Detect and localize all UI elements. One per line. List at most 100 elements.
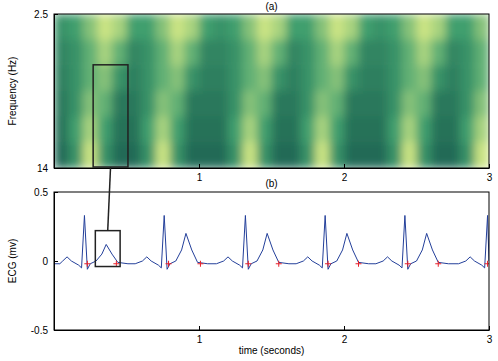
heatmap-cell xyxy=(98,40,113,66)
tick-mark xyxy=(344,326,345,330)
heatmap-cell xyxy=(286,91,301,117)
heatmap-cell xyxy=(373,142,388,168)
heatmap-cell xyxy=(315,142,330,168)
heatmap-cell xyxy=(214,117,229,143)
heatmap-cell xyxy=(170,142,185,168)
heatmap-cell xyxy=(199,65,214,91)
heatmap-cell xyxy=(185,117,200,143)
heatmap-cell xyxy=(127,91,142,117)
heatmap-cell xyxy=(286,14,301,40)
heatmap-cell xyxy=(127,117,142,143)
heatmap-cell xyxy=(98,142,113,168)
heatmap-cell xyxy=(170,65,185,91)
tick: 3 xyxy=(487,164,493,183)
plot-area xyxy=(54,215,489,269)
heatmap-cell xyxy=(141,14,156,40)
tick-mark xyxy=(54,192,58,193)
tick: 2 xyxy=(342,326,348,345)
heatmap-cell xyxy=(112,142,127,168)
heatmap-cell xyxy=(141,117,156,143)
plot-frame xyxy=(54,14,489,168)
heatmap-cell xyxy=(69,117,84,143)
heatmap-cell xyxy=(330,40,345,66)
heatmap-cell xyxy=(388,117,403,143)
tick-label: 2 xyxy=(342,172,348,183)
heatmap-cell xyxy=(257,142,272,168)
heatmap-cell xyxy=(199,142,214,168)
heatmap-cell xyxy=(388,91,403,117)
tick-label: 3 xyxy=(487,334,493,345)
tick: 3 xyxy=(487,326,493,345)
heatmap-cell xyxy=(388,14,403,40)
heatmap-cell xyxy=(228,40,243,66)
heatmap-cell xyxy=(344,65,359,91)
heatmap-cell xyxy=(402,91,417,117)
heatmap-cell xyxy=(431,142,446,168)
heatmap-cell xyxy=(243,91,258,117)
heatmap-cell xyxy=(315,40,330,66)
heatmap-cell xyxy=(257,65,272,91)
heatmap-cell xyxy=(112,65,127,91)
marker xyxy=(405,261,411,267)
zoom-box-b xyxy=(95,231,120,267)
marker xyxy=(435,261,441,267)
heatmap-cell xyxy=(127,65,142,91)
heatmap-cell xyxy=(98,65,113,91)
heatmap-cell xyxy=(170,14,185,40)
heatmap-cell xyxy=(460,117,475,143)
heatmap-cell xyxy=(475,142,490,168)
heatmap-cell xyxy=(460,14,475,40)
heatmap-cell xyxy=(228,117,243,143)
heatmap-cell xyxy=(156,14,171,40)
tick-label: 1 xyxy=(197,172,203,183)
tick: 2 xyxy=(342,164,348,183)
heatmap-cell xyxy=(330,91,345,117)
heatmap-cell xyxy=(243,117,258,143)
heatmap-cell xyxy=(272,142,287,168)
heatmap-cell xyxy=(272,117,287,143)
heatmap-cell xyxy=(359,117,374,143)
heatmap-cell xyxy=(199,91,214,117)
heatmap-cell xyxy=(286,142,301,168)
tick: 1 xyxy=(197,326,203,345)
marker xyxy=(245,261,251,267)
heatmap-cell xyxy=(98,117,113,143)
heatmap-cell xyxy=(388,40,403,66)
heatmap-cell xyxy=(272,14,287,40)
heatmap-cell xyxy=(127,142,142,168)
heatmap-cell xyxy=(373,117,388,143)
heatmap-cell xyxy=(228,65,243,91)
heatmap-cell xyxy=(214,65,229,91)
tick: 2.5 xyxy=(34,9,58,20)
heatmap-cell xyxy=(243,142,258,168)
plot-area xyxy=(54,14,489,168)
heatmap-cell xyxy=(301,117,316,143)
heatmap-cell xyxy=(402,142,417,168)
heatmap-cell xyxy=(141,40,156,66)
heatmap-cell xyxy=(417,117,432,143)
heatmap-cell xyxy=(156,142,171,168)
heatmap-cell xyxy=(417,14,432,40)
heatmap-cell xyxy=(185,91,200,117)
marker xyxy=(276,261,282,267)
heatmap-cell xyxy=(431,117,446,143)
heatmap-cell xyxy=(214,142,229,168)
tick-mark xyxy=(344,164,345,168)
heatmap-cell xyxy=(446,91,461,117)
heatmap-cell xyxy=(431,40,446,66)
heatmap-cell xyxy=(402,40,417,66)
heatmap-cell xyxy=(344,40,359,66)
heatmap-cell xyxy=(156,117,171,143)
marker xyxy=(325,261,331,267)
heatmap-cell xyxy=(243,40,258,66)
tick-label: 14 xyxy=(37,163,49,174)
zoom-connector xyxy=(108,167,111,231)
heatmap-cell xyxy=(417,40,432,66)
heatmap-cell xyxy=(460,40,475,66)
marker xyxy=(485,261,489,267)
heatmap-cell xyxy=(199,117,214,143)
heatmap-cell xyxy=(69,14,84,40)
heatmap-cell xyxy=(330,65,345,91)
tick-mark xyxy=(489,164,490,168)
heatmap-cell xyxy=(417,142,432,168)
